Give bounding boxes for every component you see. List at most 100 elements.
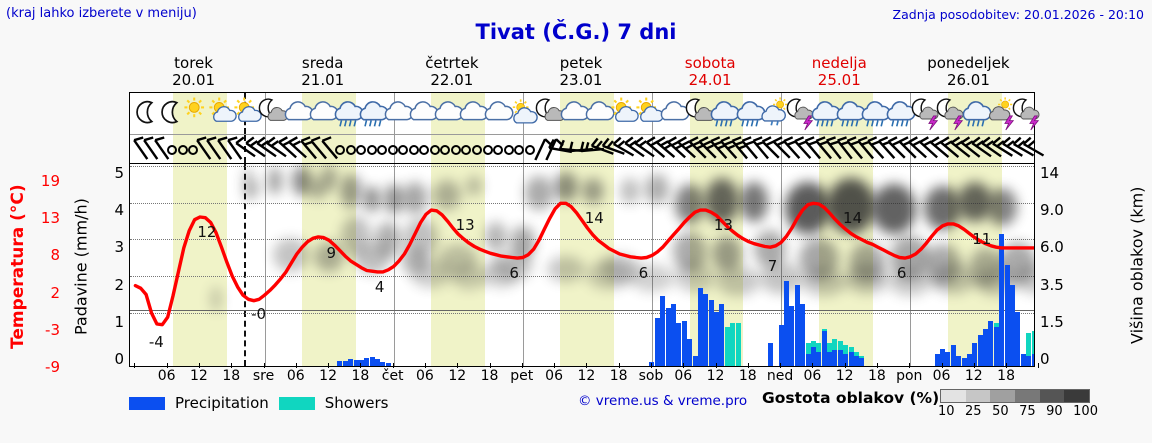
wind-barb [431, 135, 459, 164]
precipitation-bar [348, 359, 354, 366]
precipitation-bar [767, 342, 773, 366]
cloud-density-blob [645, 174, 670, 204]
wind-barb [505, 135, 533, 164]
cloud-density-blob [375, 222, 402, 258]
time-tick-label: 06 [416, 368, 434, 384]
cloud-density-blob [712, 236, 743, 272]
precipitation-tick: 1 [114, 312, 124, 331]
cloud-density-blob [268, 167, 283, 195]
time-tick-label: 18 [609, 368, 628, 384]
wind-barb [400, 135, 428, 164]
precipitation-axis-title: Padavine (mm/h) [71, 198, 91, 336]
wind-barb [337, 135, 365, 164]
page-title: Tivat (Č.G.) 7 dni [475, 20, 677, 44]
time-tick-label: 06 [803, 368, 822, 384]
daylight-band [173, 164, 227, 366]
wind-barb [263, 135, 291, 164]
day-date: 25.01 [817, 71, 861, 89]
weather-icon-moon-storm [1010, 97, 1044, 131]
time-tick-mark [876, 363, 878, 368]
weather-icon-cloud-sun [508, 97, 542, 131]
cloud-density-blob [968, 248, 1003, 286]
weather-icon-moon-storm [909, 97, 943, 131]
density-scale-cell [990, 390, 1016, 402]
time-tick-mark [424, 363, 426, 368]
cloud-density-blob [845, 264, 890, 294]
precipitation-bar [837, 350, 843, 366]
wind-barb [810, 135, 838, 164]
precipitation-bar [945, 352, 951, 366]
wind-barb [968, 135, 996, 164]
time-tick-mark [489, 363, 491, 368]
precipitation-bar [1020, 354, 1026, 366]
cloud-density-blob [872, 184, 917, 234]
cloud-density-blob [740, 182, 769, 222]
wind-barb [389, 135, 417, 164]
cloud-density-blob [754, 230, 787, 268]
wind-barb [631, 135, 659, 164]
cloud-density-blob [339, 174, 362, 208]
precipitation-bar [843, 354, 849, 366]
shower-bar [735, 323, 741, 366]
day-header-sreda: sreda 21.01 [258, 53, 387, 89]
weather-icon-cloud-rain [884, 97, 918, 131]
cloud-density-blob [309, 178, 328, 200]
cloud-height-tick: 0 [1040, 350, 1050, 368]
weather-icon-moon-storm [784, 97, 818, 131]
time-tick-label: 06 [157, 368, 176, 384]
precipitation-bar [783, 280, 789, 366]
time-tick-mark [328, 363, 330, 368]
wind-barb [495, 135, 523, 164]
wind-barb [200, 135, 228, 164]
precipitation-bar [810, 346, 816, 366]
time-tick-mark [295, 363, 297, 368]
copyright-link[interactable]: © vreme.us & vreme.pro [578, 393, 748, 409]
wind-barb [148, 135, 176, 164]
precipitation-bar [719, 303, 725, 366]
time-tick-mark [554, 363, 556, 368]
cloud-density-blob [341, 216, 371, 256]
time-tick-label: 12 [577, 368, 596, 384]
precipitation-bar [993, 327, 999, 366]
cloud-density-blob [581, 178, 604, 204]
precipitation-bar [956, 356, 962, 366]
meteogram-panel: -4 12 -0 9 4 13 6 14 6 13 7 14 6 11 [127, 92, 1045, 367]
day-name: ponedeljek [927, 54, 1010, 72]
time-tick-mark [263, 363, 265, 368]
precipitation-bar [697, 288, 703, 366]
temperature-point-label: 14 [584, 209, 604, 228]
precipitation-bar [670, 303, 676, 366]
precipitation-bar [1026, 356, 1032, 366]
wind-barb [484, 135, 512, 164]
wind-barb [158, 135, 186, 164]
wind-barb [463, 135, 491, 164]
day-name: četrtek [425, 54, 479, 72]
time-axis: 06 12 18 sre 06 12 18 čet 06 12 18 pet 06 12 18 sob 06 12… [129, 363, 1040, 388]
daylight-band [302, 164, 356, 366]
day-date: 26.01 [946, 71, 990, 89]
wind-barb [1010, 135, 1038, 164]
temperature-point-label: -0 [251, 305, 267, 324]
time-tick-mark [715, 363, 717, 368]
cloud-height-tick: 9.0 [1040, 201, 1064, 220]
last-update-text: Zadnja posodobitev: 20.01.2026 - 20:10 [892, 7, 1144, 22]
weather-icon-moon-cloud [683, 97, 717, 131]
cloud-height-axis-title: Višina oblakov (km) [1127, 186, 1147, 344]
wind-barb-row [127, 135, 1045, 164]
wind-barb [600, 135, 628, 164]
wind-barb [789, 135, 817, 164]
weather-icon-cloud-sun-rain [759, 97, 793, 131]
temperature-point-label: 6 [509, 264, 519, 283]
cloud-density-blob [247, 180, 260, 198]
precipitation-bar [1015, 311, 1021, 366]
time-tick-label: ned [766, 368, 794, 384]
precipitation-bar [342, 360, 348, 366]
precipitation-bar [665, 307, 671, 366]
cloud-density-blob [403, 182, 428, 214]
wind-barb [841, 135, 869, 164]
cloud-density-blob [451, 264, 487, 290]
precipitation-bar [353, 360, 359, 366]
shower-bar [730, 323, 736, 366]
cloud-density-blob [411, 260, 452, 288]
wind-barb [127, 135, 155, 164]
